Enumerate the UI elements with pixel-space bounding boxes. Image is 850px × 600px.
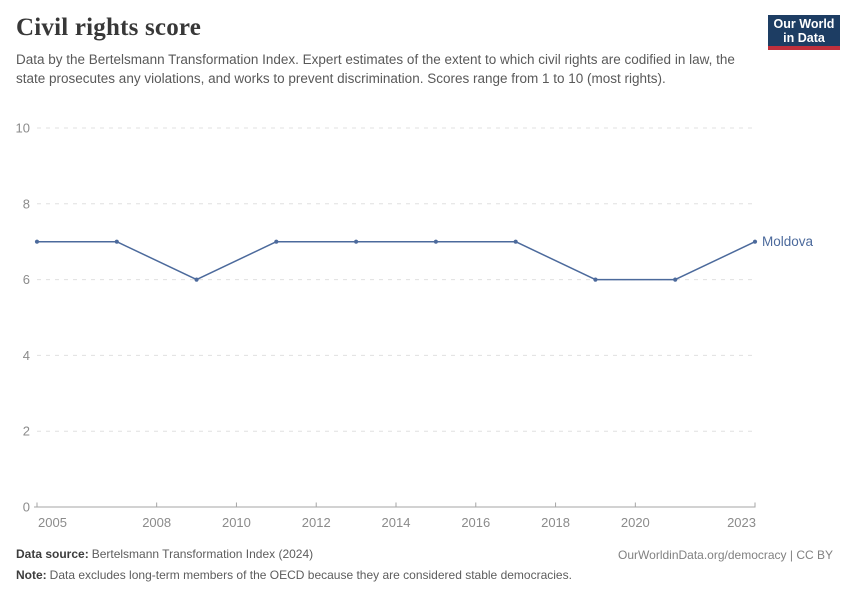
data-point[interactable] [34, 239, 40, 244]
chart-footer: Data source: Bertelsmann Transformation I… [16, 547, 572, 589]
x-tick-label: 2018 [541, 515, 570, 530]
data-point[interactable] [433, 239, 438, 244]
x-tick-label: 2020 [621, 515, 650, 530]
y-tick-label: 6 [23, 272, 30, 287]
owid-logo[interactable]: Our World in Data [768, 15, 840, 50]
x-tick-label: 2010 [222, 515, 251, 530]
data-source-text: Bertelsmann Transformation Index (2024) [91, 547, 314, 561]
owid-link[interactable]: OurWorldinData.org/democracy | CC BY [618, 548, 833, 562]
x-tick-label: 2008 [142, 515, 171, 530]
y-tick-label: 4 [23, 348, 30, 363]
data-source-line: Data source: Bertelsmann Transformation I… [16, 547, 572, 568]
data-point[interactable] [593, 277, 598, 282]
data-point[interactable] [673, 277, 678, 282]
y-tick-label: 0 [23, 500, 30, 515]
line-chart: 0 2 4 6 8 10 2005 2008 2010 2012 2014 2016 2018 2020 2… [16, 121, 814, 531]
x-tick-label: 2012 [302, 515, 331, 530]
note-text: Data excludes long-term members of the O… [49, 568, 572, 582]
data-line[interactable] [36, 240, 756, 281]
data-point[interactable] [114, 239, 119, 244]
chart-title: Civil rights score [16, 14, 202, 41]
data-point[interactable] [274, 239, 279, 244]
x-tick-label: 2005 [38, 515, 67, 530]
y-tick-label: 2 [23, 424, 30, 439]
x-tick-label: 2014 [382, 515, 411, 530]
data-point[interactable] [354, 239, 359, 244]
y-tick-label: 10 [16, 121, 30, 136]
note-line: Note: Data excludes long-term members of … [16, 568, 572, 589]
x-tick-label: 2016 [461, 515, 490, 530]
owid-logo-line1: Our World [773, 16, 835, 31]
owid-logo-line2: in Data [783, 30, 825, 45]
y-tick-label: 8 [23, 196, 30, 211]
data-point[interactable] [752, 239, 758, 244]
x-tick-label: 2023 [727, 515, 756, 530]
data-point[interactable] [194, 277, 199, 282]
entity-label[interactable]: Moldova [762, 234, 814, 249]
data-point[interactable] [513, 239, 518, 244]
note-label: Note: [16, 568, 47, 582]
data-source-label: Data source: [16, 547, 89, 561]
chart-subtitle: Data by the Bertelsmann Transformation I… [16, 52, 735, 86]
